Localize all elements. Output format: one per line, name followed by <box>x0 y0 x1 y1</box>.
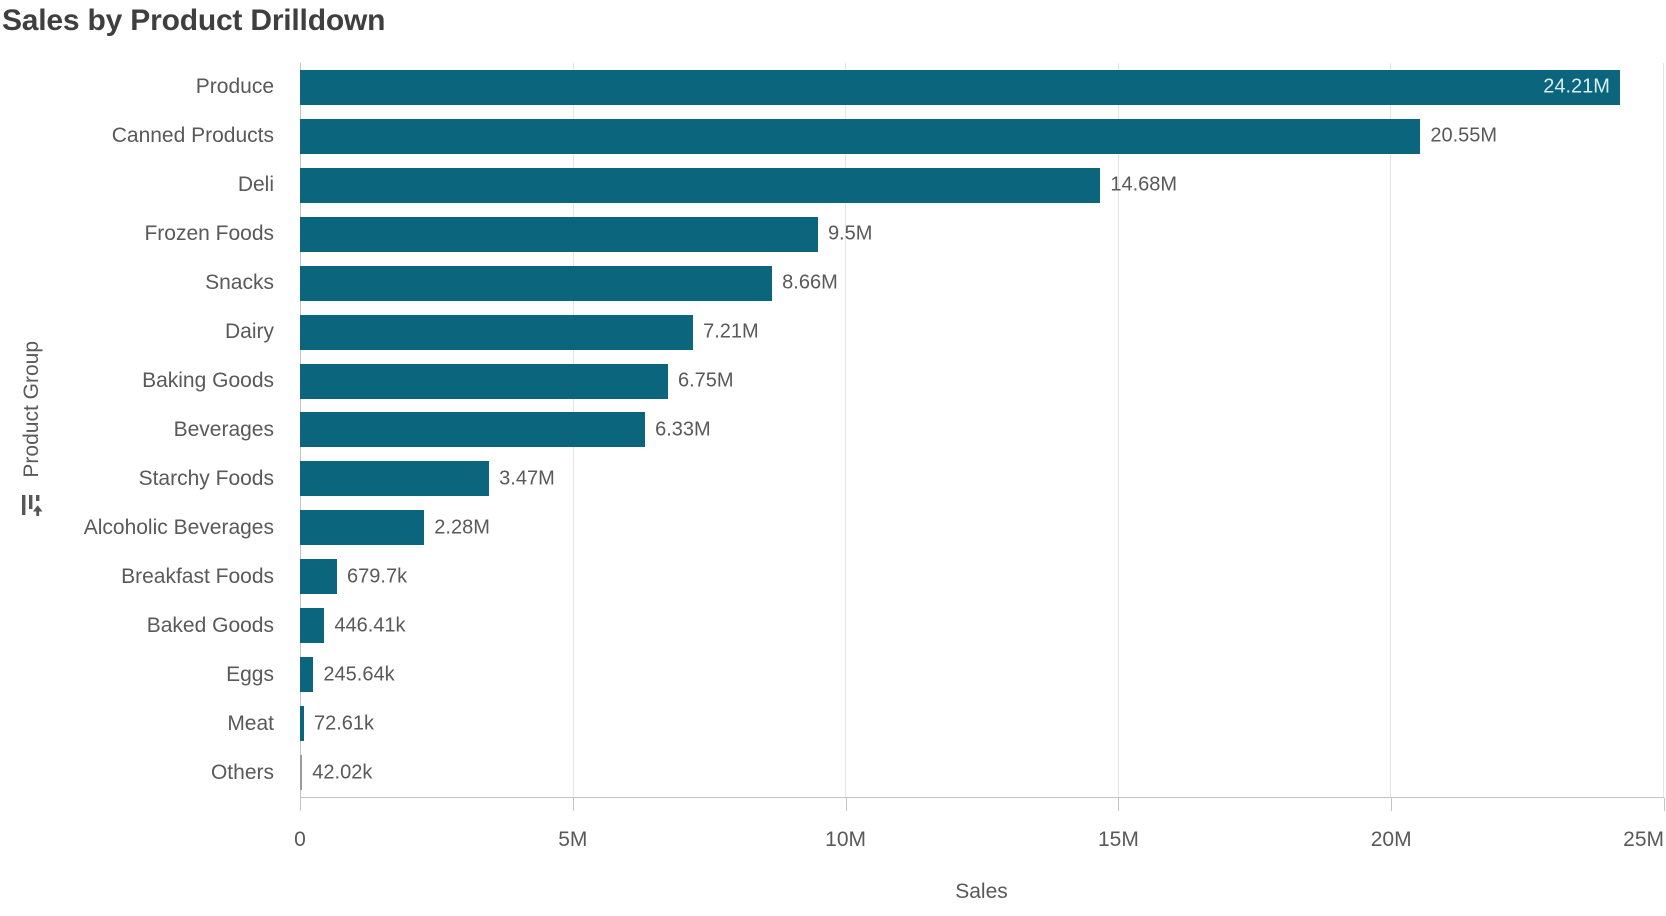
tick-label: 5M <box>558 828 588 851</box>
bar[interactable]: 679.7k <box>300 559 407 595</box>
category-label[interactable]: Baked Goods <box>146 613 274 637</box>
value-label: 9.5M <box>827 222 873 245</box>
gridline <box>1117 63 1119 797</box>
bar[interactable]: 6.75M <box>300 363 734 399</box>
category-label[interactable]: Eggs <box>226 662 274 686</box>
category-label[interactable]: Beverages <box>173 417 274 441</box>
bar-row: 6.75M <box>300 357 1663 406</box>
category-label[interactable]: Deli <box>237 173 274 197</box>
bar-row: 14.68M <box>300 161 1663 210</box>
bar[interactable]: 72.61k <box>300 706 374 742</box>
category-label[interactable]: Snacks <box>205 271 274 295</box>
chart-title: Sales by Product Drilldown <box>2 4 386 37</box>
value-label: 679.7k <box>347 565 408 588</box>
bar[interactable]: 8.66M <box>300 265 838 301</box>
tick-mark <box>845 798 847 811</box>
value-label: 6.33M <box>655 418 711 441</box>
value-label: 24.21M <box>1543 75 1610 98</box>
x-axis: 0 5M 10M 15M 20M 25M <box>294 797 1665 868</box>
value-label: 2.28M <box>434 516 490 539</box>
bar-row: 42.02k <box>300 748 1663 797</box>
value-label: 245.64k <box>323 663 395 686</box>
x-axis-title: Sales <box>955 880 1008 903</box>
gridline <box>845 63 847 797</box>
bar[interactable]: 24.21M <box>300 69 1620 105</box>
plot-area: 24.21M 20.55M 14.68M 9.5M 8.66M 7.21M 6.75M 6.3… <box>300 63 1664 797</box>
tick-label: 0 <box>294 828 306 851</box>
bar[interactable]: 9.5M <box>300 216 872 252</box>
bar-row: 9.5M <box>300 210 1663 259</box>
category-label[interactable]: Canned Products <box>111 124 274 148</box>
bar[interactable]: 2.28M <box>300 510 490 546</box>
category-label[interactable]: Alcoholic Beverages <box>83 515 274 539</box>
category-label[interactable]: Others <box>210 760 274 784</box>
value-label: 6.75M <box>678 369 734 392</box>
value-label: 7.21M <box>703 320 759 343</box>
tick-mark <box>1391 798 1393 811</box>
bar-row: 679.7k <box>300 552 1663 601</box>
value-label: 72.61k <box>313 712 375 735</box>
bar-row: 6.33M <box>300 406 1663 455</box>
tick-mark <box>572 798 574 811</box>
bar[interactable]: 14.68M <box>300 167 1177 203</box>
bar[interactable]: 42.02k <box>300 755 372 791</box>
category-label[interactable]: Baking Goods <box>142 369 274 393</box>
tick-mark <box>300 798 301 811</box>
bar[interactable]: 6.33M <box>300 412 711 448</box>
bar-row: 24.21M <box>300 63 1663 112</box>
bar[interactable]: 7.21M <box>300 314 759 350</box>
gridline <box>1390 63 1392 797</box>
value-label: 3.47M <box>499 467 555 490</box>
category-label[interactable]: Produce <box>195 75 274 99</box>
bar-row: 245.64k <box>300 650 1663 699</box>
category-label[interactable]: Frozen Foods <box>144 222 274 246</box>
bar[interactable]: 20.55M <box>300 118 1497 154</box>
tick-label: 20M <box>1370 828 1412 851</box>
value-label: 8.66M <box>782 271 838 294</box>
drilldown-icon <box>21 494 42 516</box>
bar-row: 2.28M <box>300 503 1663 552</box>
bar-row: 446.41k <box>300 601 1663 650</box>
category-label[interactable]: Breakfast Foods <box>121 564 274 588</box>
value-label: 20.55M <box>1430 124 1498 147</box>
bar-row: 20.55M <box>300 112 1663 161</box>
category-label[interactable]: Dairy <box>224 320 274 344</box>
tick-label: 15M <box>1097 828 1139 851</box>
tick-mark <box>1118 798 1120 811</box>
y-axis-title: Product Group <box>6 63 58 797</box>
tick-label: 10M <box>825 828 867 851</box>
value-label: 14.68M <box>1110 173 1178 196</box>
bar-row: 8.66M <box>300 259 1663 308</box>
category-label[interactable]: Starchy Foods <box>138 466 274 490</box>
bar-row: 7.21M <box>300 308 1663 357</box>
bar[interactable]: 446.41k <box>300 608 406 644</box>
bar[interactable]: 3.47M <box>300 461 555 497</box>
bar[interactable]: 245.64k <box>300 657 395 693</box>
category-axis: Produce Canned Products Deli Frozen Foods Sn… <box>0 63 287 797</box>
tick-mark <box>1664 798 1665 811</box>
value-label: 42.02k <box>312 761 373 784</box>
category-label[interactable]: Meat <box>227 711 274 735</box>
gridline <box>1663 63 1664 797</box>
bar-row: 3.47M <box>300 454 1663 503</box>
bar-row: 72.61k <box>300 699 1663 748</box>
tick-label: 25M <box>1623 828 1664 851</box>
value-label: 446.41k <box>334 614 406 637</box>
